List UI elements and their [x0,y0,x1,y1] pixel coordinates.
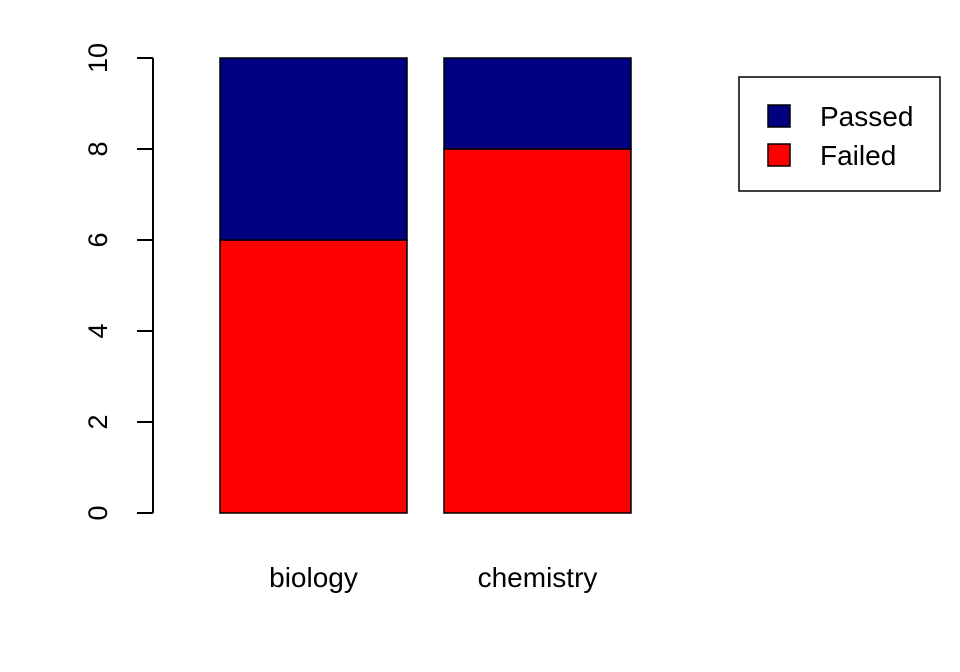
category-labels: biology chemistry [269,562,597,593]
y-tick-label-10: 10 [83,43,113,73]
legend-label-passed: Passed [820,101,913,132]
y-tick-label-6: 6 [83,232,113,247]
y-tick-label-8: 8 [83,141,113,156]
bars [219,57,632,514]
bar-biology-passed [219,57,408,241]
legend-swatch-passed [767,104,791,128]
legend: Passed Failed [738,76,941,192]
bar-chemistry-passed [443,57,632,150]
y-tick-label-0: 0 [83,505,113,520]
bar-chemistry-failed [443,148,632,514]
legend-box [738,76,941,192]
y-tick-label-2: 2 [83,414,113,429]
bar-biology-failed [219,239,408,514]
legend-swatch-failed [767,143,791,167]
legend-label-failed: Failed [820,140,896,171]
y-tick-label-4: 4 [83,323,113,338]
y-axis: 0 2 4 6 8 10 [83,43,154,521]
x-category-label-chemistry: chemistry [478,562,598,593]
x-category-label-biology: biology [269,562,358,593]
